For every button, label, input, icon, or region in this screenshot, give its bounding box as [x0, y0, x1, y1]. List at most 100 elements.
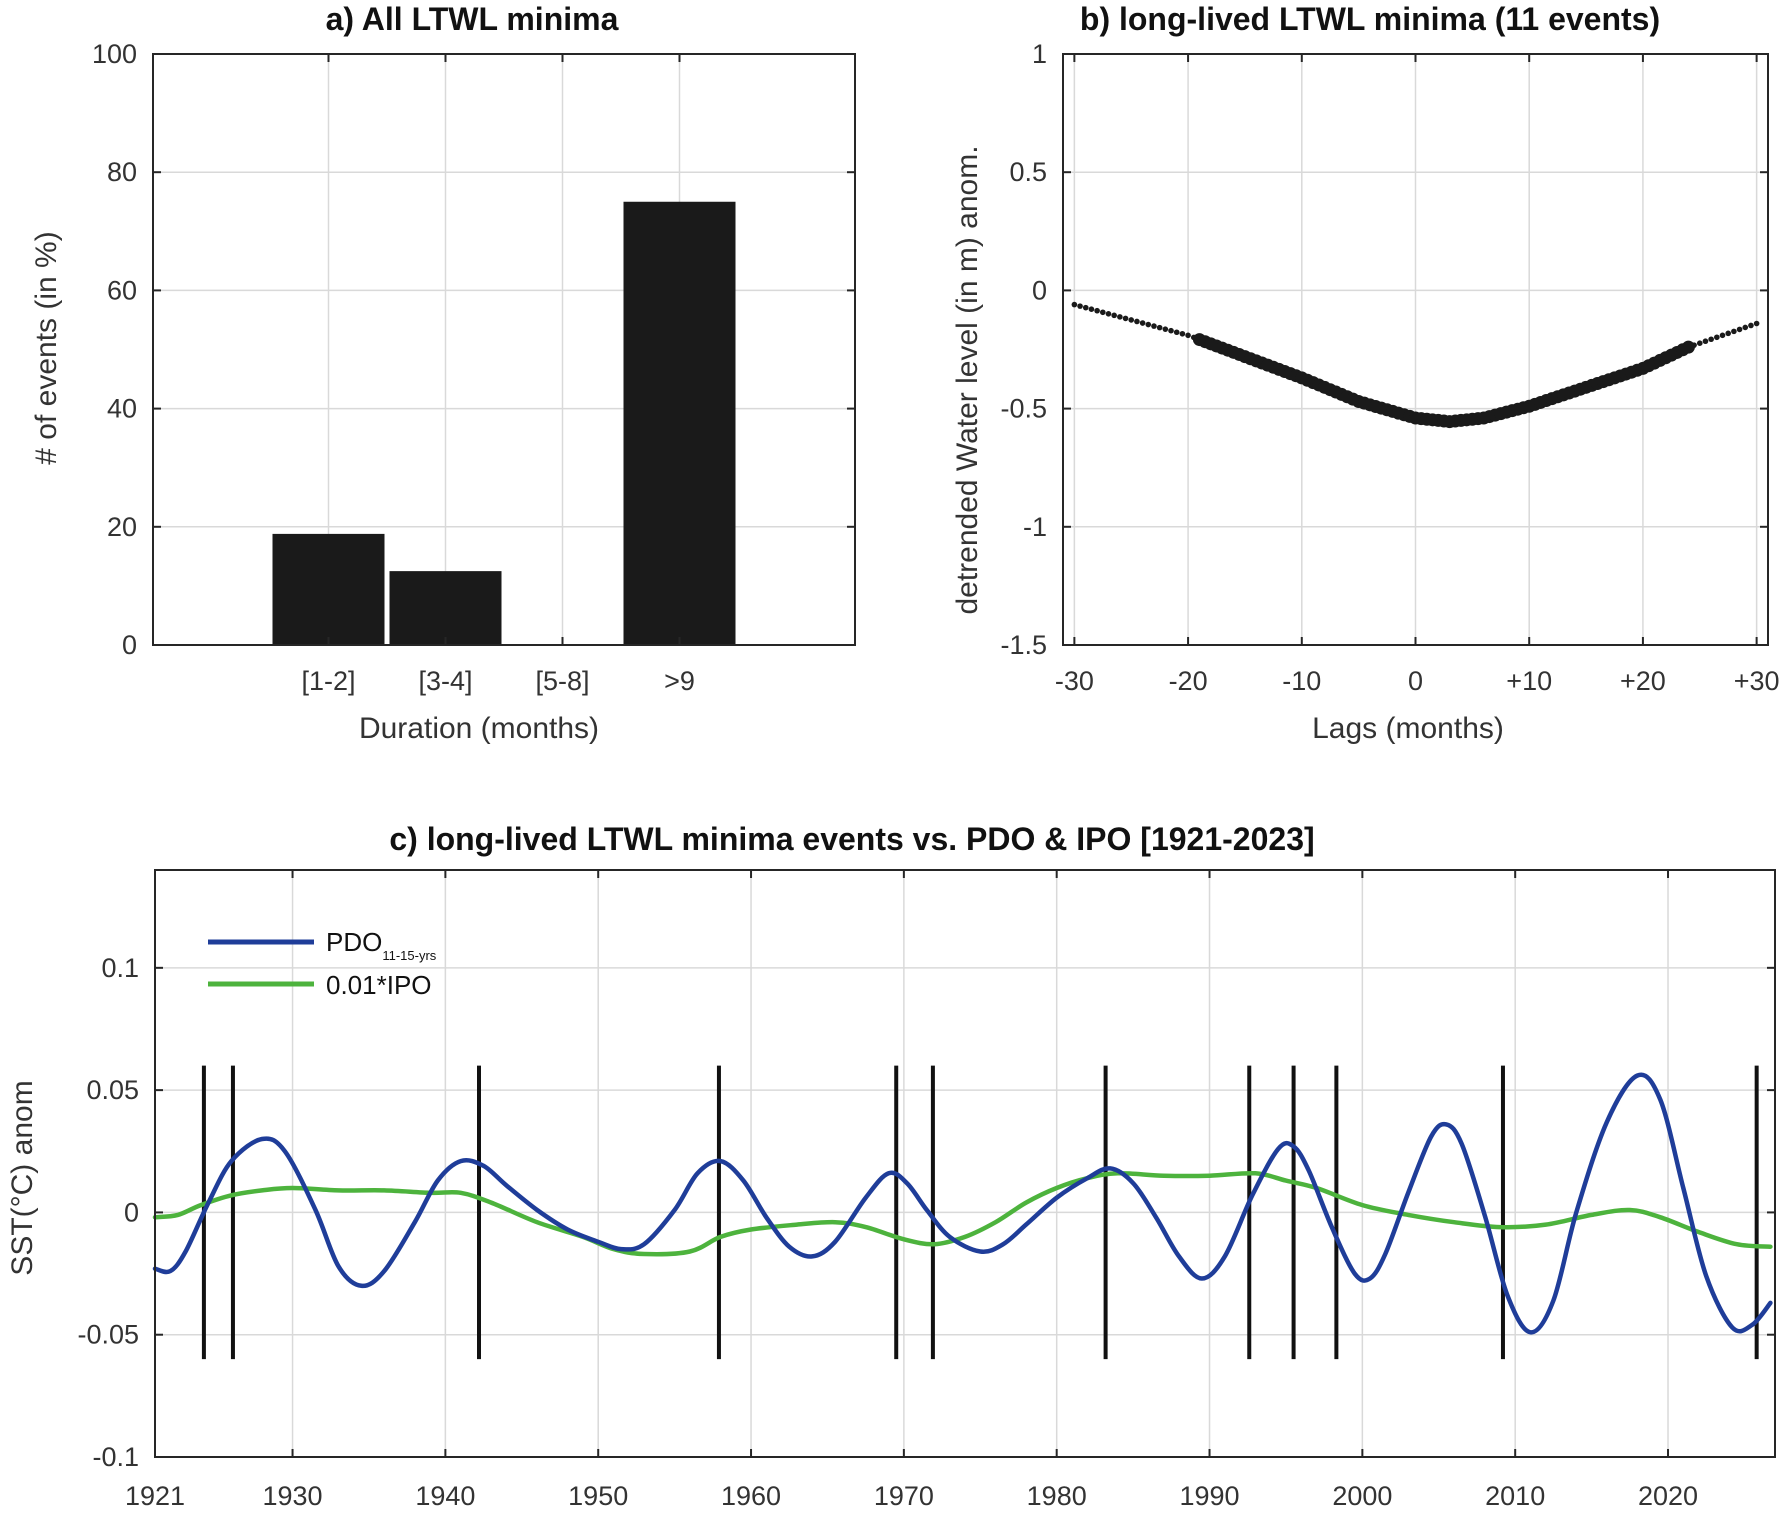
- panel-b-xlabel: Lags (months): [1312, 712, 1504, 745]
- panel-b-ticks: -1.5 -1 -0.5 0 0.5 1 -30 -20 -10 0 +10 +20 +30: [1000, 39, 1779, 696]
- point-small: [1111, 312, 1117, 319]
- point-small: [1168, 327, 1174, 334]
- tick-label-x: >9: [664, 666, 695, 696]
- point-small: [1071, 301, 1078, 308]
- point-small: [1077, 303, 1083, 309]
- panel-c-ticks: -0.1 -0.05 0 0.05 0.1 1921 1930 1940 1950 1960 197…: [77, 870, 1775, 1511]
- panel-a-bars: [272, 201, 736, 646]
- point-small: [1151, 323, 1157, 329]
- tick-label-x: +10: [1506, 666, 1552, 696]
- tick-label-x: [5-8]: [535, 666, 589, 696]
- point-small: [1719, 332, 1726, 339]
- panel-c-ylabel: SST(°C) anom: [6, 1080, 39, 1275]
- panel-c-event-lines: [201, 1065, 1759, 1360]
- tick-label-x: 1950: [568, 1481, 628, 1511]
- tick-label-y: 0: [1032, 275, 1047, 305]
- tick-label-x: -10: [1282, 666, 1321, 696]
- tick-label-x: +20: [1620, 666, 1666, 696]
- panel-c-line-chart: c) long-lived LTWL minima events vs. PDO…: [6, 821, 1776, 1511]
- panel-b-points: [1071, 301, 1760, 429]
- legend-label-pdo: PDO11-15-yrs: [326, 927, 437, 963]
- legend-label-pdo-main: PDO: [326, 927, 382, 957]
- panel-c-axes-frame: [154, 869, 1776, 1458]
- point-small: [1122, 315, 1129, 322]
- point-small: [1185, 332, 1191, 339]
- point-small: [1753, 320, 1760, 327]
- tick-label-x: 1930: [263, 1481, 323, 1511]
- point-small: [1725, 330, 1732, 337]
- tick-label-y: 0.1: [101, 953, 139, 983]
- point-small: [1742, 324, 1749, 331]
- point-small: [1736, 326, 1743, 333]
- tick-label-y: -0.05: [77, 1320, 139, 1350]
- panel-b-title: b) long-lived LTWL minima (11 events): [1080, 1, 1660, 37]
- point-small: [1134, 318, 1140, 325]
- tick-label-x: 1970: [874, 1481, 934, 1511]
- tick-label-y: 0: [122, 630, 137, 660]
- panel-a-gridlines: [153, 53, 855, 646]
- legend-label-ipo: 0.01*IPO: [326, 970, 432, 1000]
- panel-a-axes-frame: [152, 53, 856, 646]
- tick-label-y: 100: [92, 39, 137, 69]
- tick-label-y: 20: [107, 512, 137, 542]
- tick-label-x: 1940: [415, 1481, 475, 1511]
- tick-label-x: 1990: [1179, 1481, 1239, 1511]
- point-small: [1145, 321, 1152, 328]
- point-small: [1105, 311, 1112, 317]
- tick-label-x: +30: [1734, 666, 1780, 696]
- tick-label-x: -20: [1169, 666, 1208, 696]
- point-small: [1179, 330, 1186, 337]
- series-line-pdo: [152, 1072, 1773, 1335]
- bar-1: [389, 571, 502, 645]
- tick-label-y: 0: [124, 1197, 139, 1227]
- tick-label-y: 60: [107, 275, 137, 305]
- series-line-ipo: [152, 1170, 1773, 1257]
- bar-0: [272, 533, 385, 645]
- point-small: [1173, 329, 1180, 336]
- bar-3: [623, 201, 736, 645]
- tick-label-x: -30: [1055, 666, 1094, 696]
- point-small: [1162, 326, 1169, 332]
- point-small: [1691, 342, 1697, 348]
- tick-label-y: -1: [1023, 512, 1047, 542]
- tick-label-y: -0.5: [1000, 394, 1047, 424]
- point-small: [1748, 322, 1754, 329]
- panel-a-xlabel: Duration (months): [359, 712, 599, 745]
- tick-label-x: 1980: [1027, 1481, 1087, 1511]
- tick-label-y: -0.1: [92, 1442, 139, 1472]
- panel-c-legend: PDO11-15-yrs 0.01*IPO: [208, 927, 437, 1000]
- point-small: [1696, 340, 1703, 346]
- point-small: [1708, 336, 1714, 343]
- tick-label-y: 40: [107, 394, 137, 424]
- tick-label-y: -1.5: [1000, 630, 1047, 660]
- point-small: [1139, 320, 1146, 326]
- panel-a-bar-chart: a) All LTWL minima 0 20 40 60 80 100 [1-2] [3-4…: [30, 1, 856, 745]
- tick-label-x: 2000: [1332, 1481, 1392, 1511]
- tick-label-x: 1921: [125, 1481, 185, 1511]
- panel-a-ylabel: # of events (in %): [30, 231, 63, 464]
- tick-label-y: 1: [1032, 39, 1047, 69]
- point-small: [1117, 314, 1123, 320]
- legend-label-pdo-subscript: 11-15-yrs: [382, 948, 436, 963]
- point-small: [1082, 304, 1089, 311]
- tick-label-y: 0.5: [1009, 157, 1047, 187]
- tick-label-x: [1-2]: [301, 666, 355, 696]
- point-small: [1099, 309, 1106, 316]
- point-small: [1094, 307, 1100, 314]
- panel-b-gridlines: [1063, 53, 1768, 646]
- tick-label-x: [3-4]: [418, 666, 472, 696]
- point-small: [1156, 324, 1163, 331]
- point-small: [1702, 338, 1709, 345]
- tick-label-y: 80: [107, 157, 137, 187]
- tick-label-x: 0: [1408, 666, 1423, 696]
- point-small: [1128, 317, 1135, 323]
- panel-a-ticks: 0 20 40 60 80 100 [1-2] [3-4] [5-8] >9: [92, 39, 855, 696]
- tick-label-x: 2010: [1485, 1481, 1545, 1511]
- tick-label-x: 2020: [1638, 1481, 1698, 1511]
- tick-label-y: 0.05: [86, 1075, 139, 1105]
- point-small: [1714, 334, 1720, 341]
- panel-b-scatter-chart: b) long-lived LTWL minima (11 events) -1…: [951, 1, 1780, 745]
- panel-c-title: c) long-lived LTWL minima events vs. PDO…: [389, 821, 1314, 857]
- tick-label-x: 1960: [721, 1481, 781, 1511]
